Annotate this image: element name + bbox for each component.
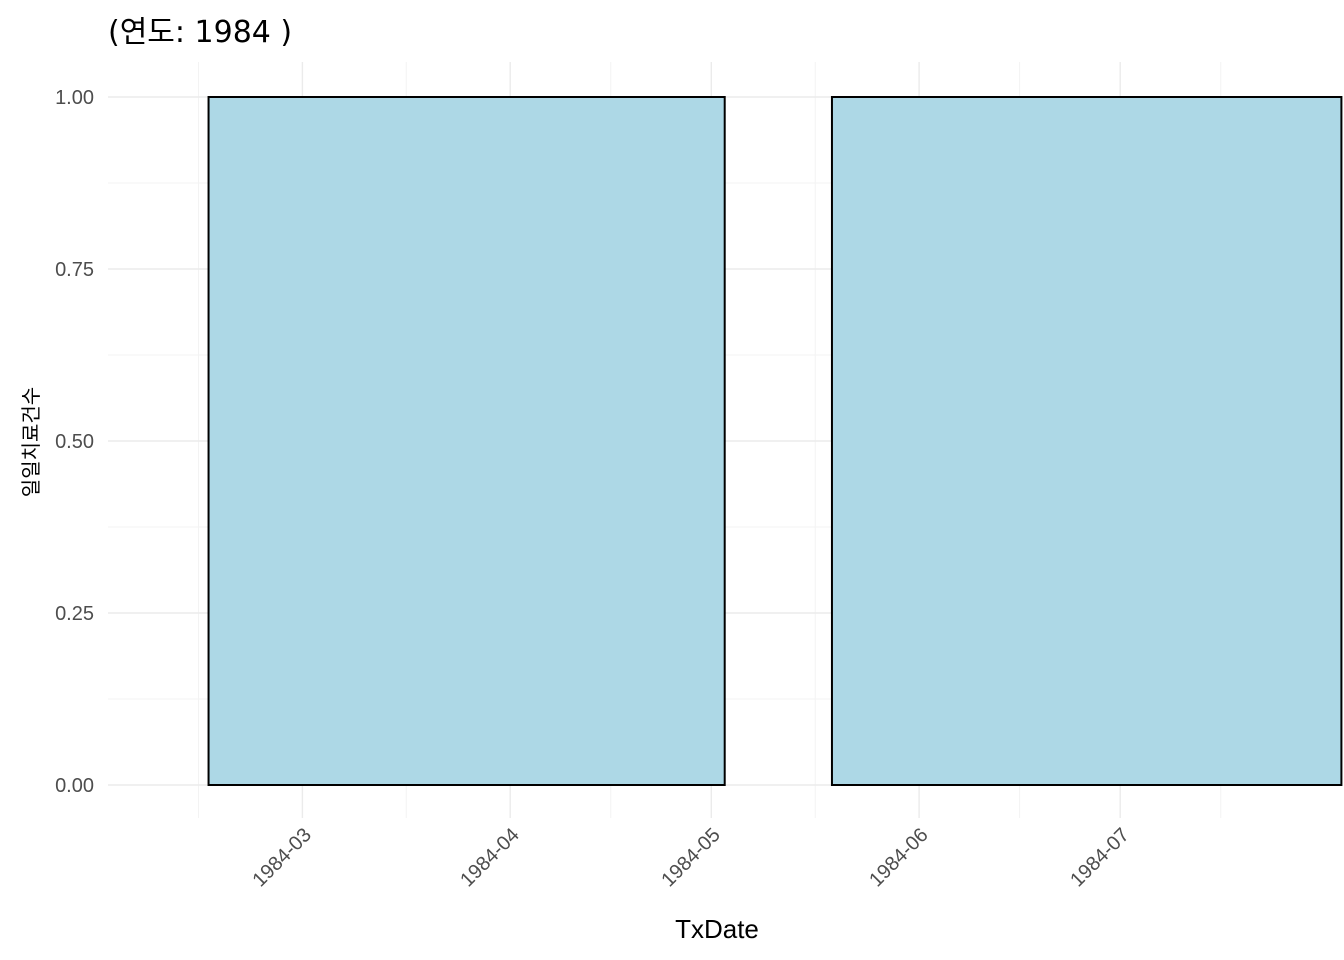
bar-2 (830, 96, 1343, 786)
x-axis-tick-labels: 1984-03 1984-04 1984-05 1984-06 1984-07 (248, 824, 1133, 891)
y-tick-label: 0.25 (55, 603, 94, 625)
y-axis-tick-labels: 0.00 0.25 0.50 0.75 1.00 (55, 87, 94, 797)
x-tick-label: 1984-06 (865, 824, 932, 891)
x-tick-label: 1984-07 (1066, 824, 1133, 891)
x-tick-label: 1984-05 (657, 824, 724, 891)
x-axis-title: TxDate (675, 914, 759, 944)
x-tick-label: 1984-04 (456, 824, 523, 891)
x-tick-label: 1984-03 (248, 824, 315, 891)
y-axis-title: 일일치료건수 (19, 387, 43, 497)
y-tick-label: 1.00 (55, 87, 94, 109)
y-tick-label: 0.75 (55, 259, 94, 281)
y-tick-label: 0.00 (55, 775, 94, 797)
bar-1 (207, 96, 726, 786)
chart-title: (연도: 1984 ) (108, 15, 292, 50)
y-tick-label: 0.50 (55, 431, 94, 453)
bars (207, 96, 1343, 786)
